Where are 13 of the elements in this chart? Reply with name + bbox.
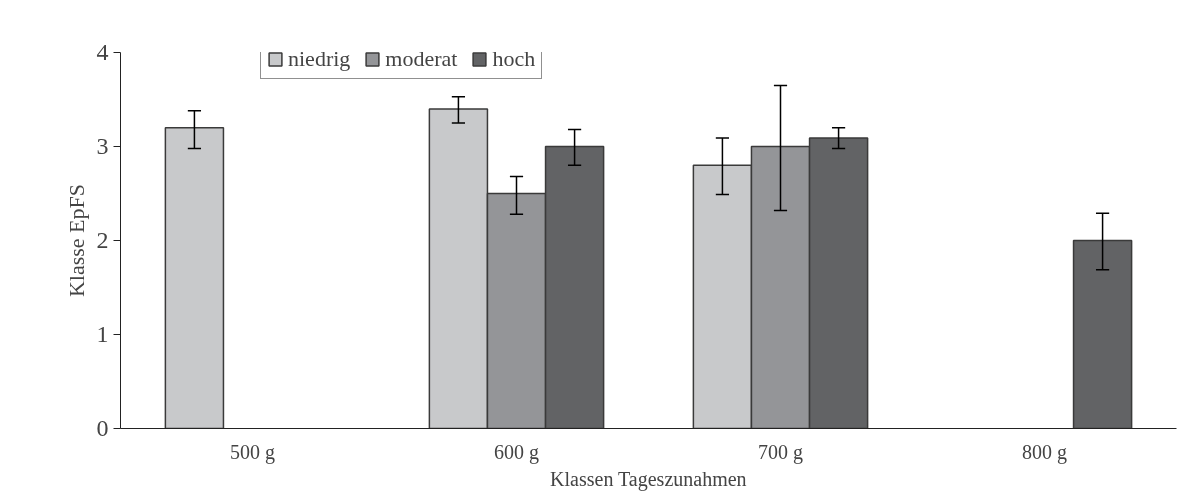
- y-tick-label: 2: [96, 227, 109, 253]
- y-tick-label: 4: [96, 39, 109, 65]
- x-tick-label: 500 g: [230, 440, 275, 464]
- bar: [164, 126, 225, 429]
- x-tick-label: 600 g: [494, 440, 539, 464]
- x-tick-label: 700 g: [758, 440, 803, 464]
- y-axis-title: Klasse EpFS: [63, 183, 89, 298]
- y-tick-label: 0: [96, 415, 109, 441]
- x-axis-title: Klassen Tageszunahmen: [550, 467, 747, 491]
- y-tick-label: 1: [96, 321, 109, 347]
- bar: [1072, 239, 1133, 429]
- x-tick-label: 800 g: [1022, 440, 1067, 464]
- y-tick-label: 3: [96, 133, 109, 159]
